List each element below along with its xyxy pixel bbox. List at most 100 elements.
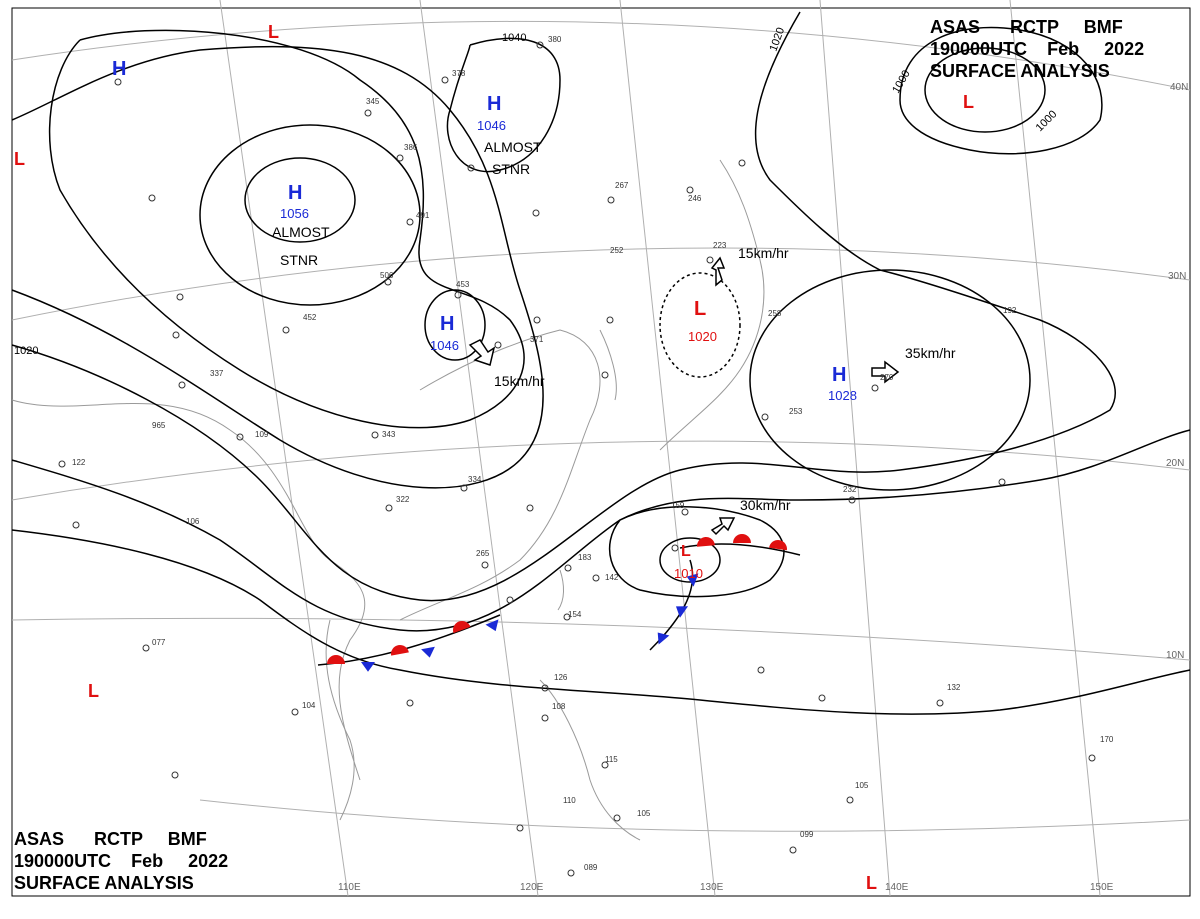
- station-mark: [592, 574, 600, 582]
- station-value: 258: [768, 309, 782, 318]
- station-mark: [481, 561, 489, 569]
- high-center-symbol: H: [487, 93, 501, 115]
- station-value: 246: [688, 194, 702, 203]
- cold-front-symbol: [686, 573, 699, 587]
- station-value: 223: [713, 241, 727, 250]
- coast-japan: [659, 159, 765, 451]
- arrow-low-1010: [710, 517, 736, 536]
- station-value: 154: [568, 610, 582, 619]
- high-center-value: 1028: [828, 388, 857, 403]
- isobar-1040: [446, 37, 561, 173]
- station-mark: [467, 164, 475, 172]
- station-value: 183: [578, 553, 592, 562]
- motion-speed: 15km/hr: [738, 245, 789, 261]
- isobar-low-core: [924, 47, 1046, 133]
- station-mark: [818, 694, 826, 702]
- station-mark: [171, 771, 179, 779]
- station-mark: [607, 196, 615, 204]
- title-time: 190000UTC: [14, 851, 112, 871]
- lat-label-10n: 10N: [1166, 650, 1184, 661]
- graticule: [11, 0, 1191, 897]
- title-month: Feb: [1047, 39, 1080, 59]
- warm-front-symbol: [453, 621, 471, 634]
- station-mark: [526, 504, 534, 512]
- station-mark: [567, 869, 575, 877]
- station-value: 192: [1003, 306, 1017, 315]
- lat-line-10n: [11, 617, 1191, 661]
- station-value: 252: [610, 246, 624, 255]
- title-year: 2022: [188, 851, 229, 871]
- station-value: 371: [530, 335, 544, 344]
- lon-line-110e: [219, 0, 349, 897]
- station-value: 380: [548, 35, 562, 44]
- station-mark: [681, 508, 689, 516]
- station-mark: [563, 613, 571, 621]
- station-mark: [172, 331, 180, 339]
- coastlines: [11, 159, 765, 841]
- high-center-value: 1056: [280, 206, 309, 221]
- station-mark: [516, 824, 524, 832]
- station-mark: [506, 596, 514, 604]
- title-line-1: ASAS RCTP BMF: [14, 828, 228, 850]
- station-mark: [533, 316, 541, 324]
- station-value: 337: [210, 369, 224, 378]
- station-value: 159: [671, 501, 685, 510]
- station-value: 115: [605, 755, 618, 764]
- station-value: 270: [880, 373, 894, 382]
- low-center-symbol: L: [268, 22, 279, 42]
- lon-label-120e: 120E: [520, 882, 544, 893]
- lon-label-110e: 110E: [338, 882, 361, 893]
- station-mark: [541, 714, 549, 722]
- arrow-nw-high: [468, 339, 496, 366]
- station-mark: [601, 371, 609, 379]
- arrow-low-1020: [710, 256, 726, 287]
- title-month: Feb: [131, 851, 164, 871]
- lat-label-40n: 40N: [1170, 82, 1188, 93]
- motion-speed: 35km/hr: [905, 345, 956, 361]
- station-value: 109: [255, 430, 269, 439]
- coast-taiwan: [557, 569, 564, 611]
- station-mark: [848, 496, 856, 504]
- warm-front-east: [679, 543, 801, 556]
- lat-line-20n: [11, 440, 1191, 501]
- lat-label-20n: 20N: [1166, 458, 1184, 469]
- coast-korea: [599, 329, 617, 401]
- lon-line-130e: [619, 0, 716, 897]
- station-mark: [406, 699, 414, 707]
- low-center-value: 1020: [688, 329, 717, 344]
- station-mark: [371, 431, 379, 439]
- station-value: 105: [637, 809, 651, 818]
- station-mark: [72, 521, 80, 529]
- isobar-1020-main: [11, 11, 1116, 602]
- isobar-low-1010-outer: [608, 506, 785, 598]
- station-value: 345: [366, 97, 380, 106]
- station-mark: [384, 278, 392, 286]
- isobar-east-high: [48, 29, 525, 429]
- lat-label-30n: 30N: [1168, 271, 1186, 282]
- station-mark: [396, 154, 404, 162]
- motion-speed: 15km/hr: [494, 373, 545, 389]
- chart-title-bottom-left: ASAS RCTP BMF 190000UTC Feb 2022 SURFACE…: [14, 828, 228, 894]
- lon-line-120e: [419, 0, 539, 897]
- motion-speed: 30km/hr: [740, 497, 791, 513]
- isobar-1010-low: [659, 537, 721, 583]
- station-mark: [178, 381, 186, 389]
- station-value: 099: [800, 830, 814, 839]
- lon-line-150e: [1009, 0, 1101, 897]
- title-time: 190000UTC: [930, 39, 1028, 59]
- high-center-symbol: H: [288, 182, 302, 204]
- station-mark: [148, 194, 156, 202]
- arrow-high-1028: [871, 360, 900, 384]
- station-value: 452: [303, 313, 317, 322]
- title-agency: ASAS: [930, 17, 981, 37]
- station-mark: [789, 846, 797, 854]
- center-annotations: ALMOST STNR ALMOST STNR 15km/hr 15km/hr …: [272, 139, 956, 513]
- isobar-outer-3: [11, 529, 1191, 715]
- station-mark: [606, 316, 614, 324]
- station-markers: [58, 41, 1096, 877]
- title-year: 2022: [1104, 39, 1145, 59]
- station-mark: [1088, 754, 1096, 762]
- station-mark: [613, 814, 621, 822]
- isobar-1056-inner: [244, 157, 356, 243]
- station-mark: [291, 708, 299, 716]
